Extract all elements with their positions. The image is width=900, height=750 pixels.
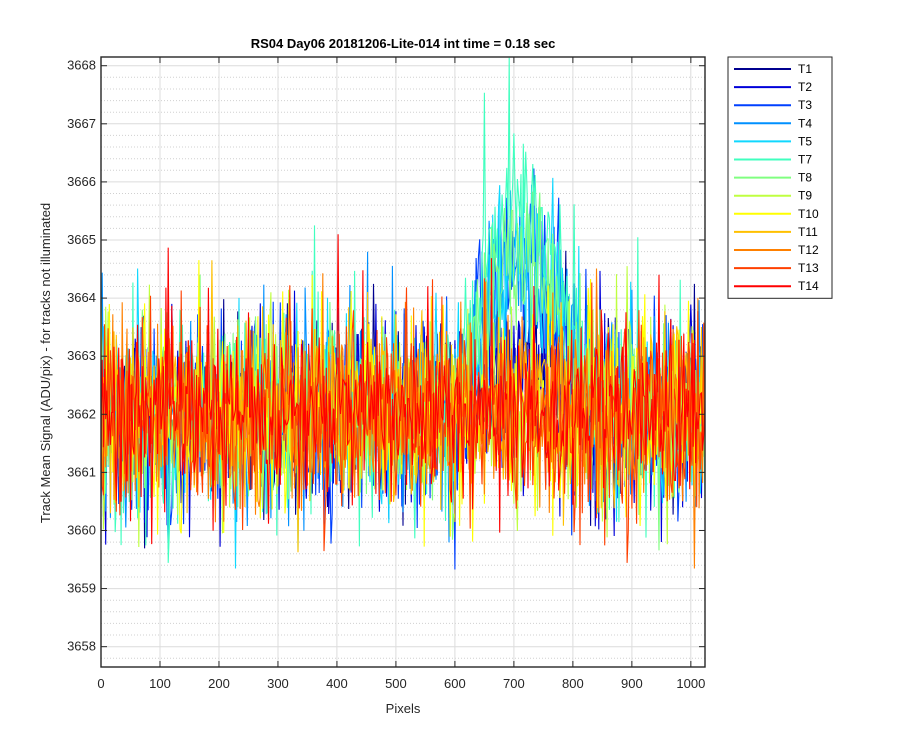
y-tick-label: 3663 [67,348,96,363]
y-axis: 3658 3659 3660 3661 3662 3663 3664 3665 3666 3667… [67,58,705,654]
series-line-t13 [101,278,705,563]
x-tick-label: 0 [97,676,104,691]
legend-item: T13 [734,261,819,275]
legend-label: T7 [798,153,812,167]
y-tick-label: 3664 [67,290,96,305]
x-tick-label: 1000 [676,676,705,691]
series-line-t14 [101,234,705,545]
legend-label: T2 [798,80,812,94]
legend-item: T5 [734,134,812,148]
legend: T1 T2 T3 T4 T5 T7 T8 T9 T10 T11 T12 T13 T14 [727,56,833,299]
legend-label: T14 [798,279,819,293]
x-tick-label: 800 [562,676,584,691]
legend-item: T1 [734,62,812,76]
y-tick-label: 3668 [67,58,96,73]
x-axis: 0 100 200 300 400 500 600 700 800 900 1000 [97,57,705,691]
x-tick-label: 300 [267,676,289,691]
x-tick-label: 500 [385,676,407,691]
plot-area: 0 100 200 300 400 500 600 700 800 900 1000 3658 3659… [67,56,706,691]
legend-item: T9 [734,189,812,203]
legend-item: T14 [734,279,819,293]
axes-box [100,56,706,668]
legend-label: T12 [798,243,819,257]
legend-item: T8 [734,171,812,185]
legend-label: T9 [798,189,812,203]
legend-item: T4 [734,116,812,130]
legend-item: T11 [734,225,818,239]
y-axis-label: Track Mean Signal (ADU/pix) - for tracks… [38,203,53,523]
y-tick-label: 3659 [67,581,96,596]
chart-title: RS04 Day06 20181206-Lite-014 int time = … [251,36,556,51]
series-lines [101,57,705,570]
x-axis-label: Pixels [386,701,421,716]
legend-item: T2 [734,80,812,94]
legend-label: T1 [798,62,812,76]
y-tick-label: 3667 [67,116,96,131]
y-tick-label: 3666 [67,174,96,189]
x-tick-label: 400 [326,676,348,691]
legend-label: T8 [798,171,812,185]
legend-item: T7 [734,153,812,167]
x-tick-label: 100 [149,676,171,691]
y-tick-label: 3661 [67,464,96,479]
legend-label: T13 [798,261,819,275]
legend-label: T11 [798,225,818,239]
legend-item: T10 [734,207,819,221]
legend-label: T10 [798,207,819,221]
legend-label: T3 [798,98,812,112]
legend-label: T4 [798,116,812,130]
y-tick-label: 3658 [67,639,96,654]
legend-label: T5 [798,134,812,148]
y-tick-label: 3660 [67,522,96,537]
x-tick-label: 600 [444,676,466,691]
legend-item: T3 [734,98,812,112]
legend-item: T12 [734,243,819,257]
y-tick-label: 3662 [67,406,96,421]
x-tick-label: 200 [208,676,230,691]
x-tick-label: 900 [621,676,643,691]
x-tick-label: 700 [503,676,525,691]
y-tick-label: 3665 [67,232,96,247]
